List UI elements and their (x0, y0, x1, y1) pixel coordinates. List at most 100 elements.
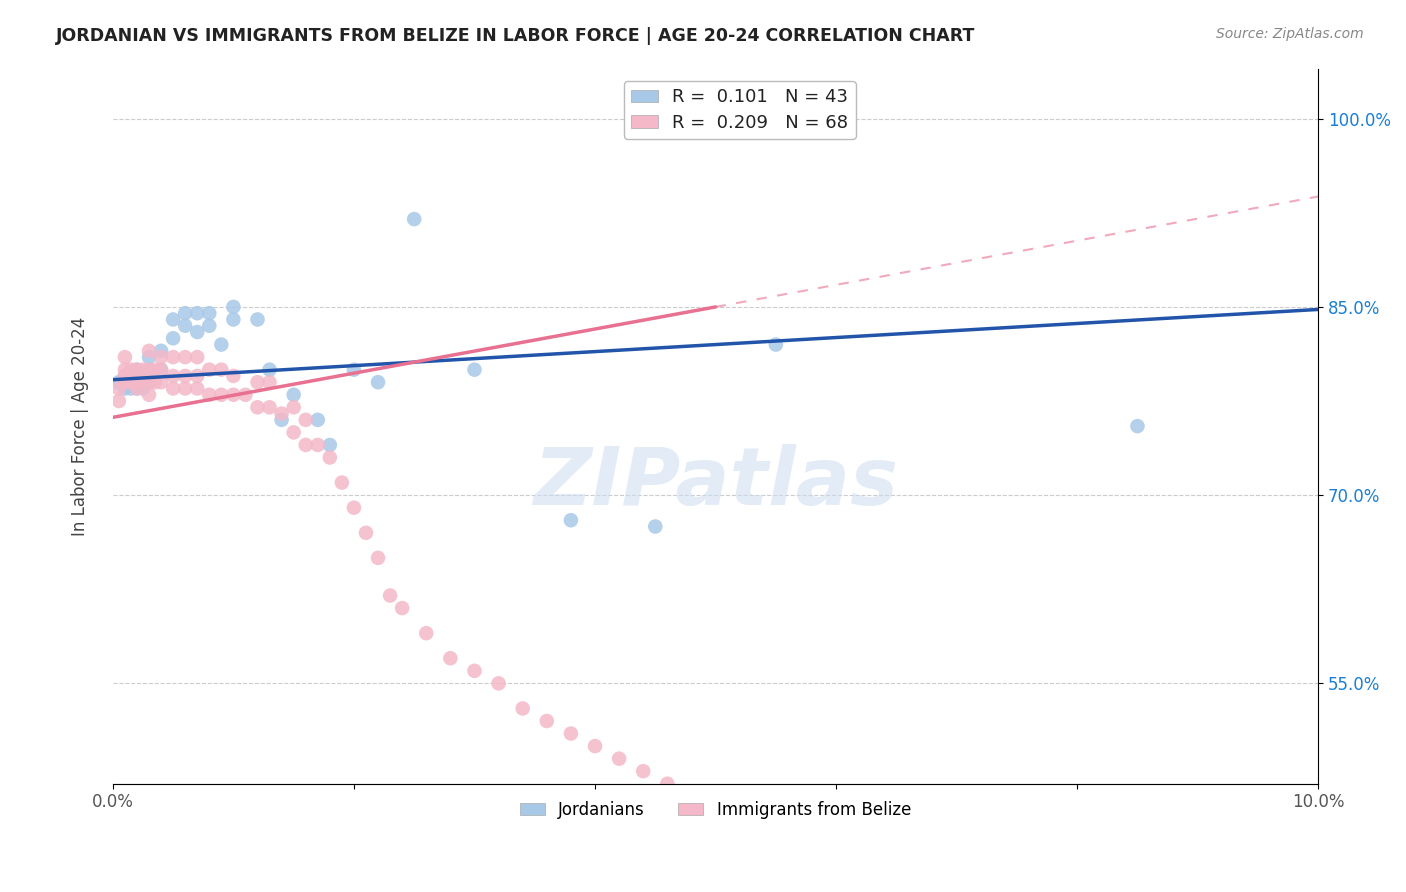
Point (174, 350, 197, 364)
Text: ZIPatlas: ZIPatlas (533, 444, 898, 523)
Point (114, 362, 136, 376)
Point (246, 312, 269, 326)
Legend: Jordanians, Immigrants from Belize: Jordanians, Immigrants from Belize (513, 794, 918, 825)
Point (150, 350, 173, 364)
Point (143, 375, 166, 389)
Point (114, 375, 136, 389)
Point (125, 382, 148, 396)
Point (150, 362, 173, 376)
Point (108, 382, 131, 396)
Point (162, 382, 184, 396)
Point (132, 382, 155, 396)
Point (259, 362, 281, 376)
Point (378, 589, 401, 603)
Point (120, 375, 142, 389)
Point (367, 550, 389, 565)
Point (330, 475, 353, 490)
Point (114, 375, 136, 389)
Point (354, 525, 377, 540)
Point (138, 350, 160, 364)
Point (222, 368, 245, 383)
Point (488, 676, 510, 690)
Point (319, 438, 342, 452)
Point (765, 337, 787, 351)
Point (125, 375, 148, 389)
Point (607, 751, 630, 765)
Point (404, 212, 426, 227)
Point (108, 394, 131, 409)
Point (125, 362, 148, 376)
Text: JORDANIAN VS IMMIGRANTS FROM BELIZE IN LABOR FORCE | AGE 20-24 CORRELATION CHART: JORDANIAN VS IMMIGRANTS FROM BELIZE IN L… (56, 27, 976, 45)
Point (198, 362, 221, 376)
Point (138, 388, 160, 402)
Point (246, 375, 269, 389)
Point (114, 368, 136, 383)
Text: Source: ZipAtlas.com: Source: ZipAtlas.com (1216, 27, 1364, 41)
Point (186, 382, 208, 396)
Point (125, 382, 148, 396)
Point (114, 368, 136, 383)
Point (138, 375, 160, 389)
Point (209, 337, 232, 351)
Point (560, 726, 582, 740)
Point (138, 362, 160, 376)
Point (162, 331, 184, 345)
Point (186, 306, 208, 320)
Point (222, 300, 245, 314)
Point (138, 375, 160, 389)
Point (114, 382, 136, 396)
Point (132, 362, 155, 376)
Point (270, 413, 292, 427)
Point (174, 306, 197, 320)
Point (120, 362, 142, 376)
Point (631, 764, 654, 779)
Point (120, 368, 142, 383)
Point (343, 500, 366, 515)
Point (367, 375, 389, 389)
Point (463, 362, 485, 376)
Point (343, 362, 366, 376)
Point (198, 388, 221, 402)
Point (283, 388, 305, 402)
Point (294, 413, 316, 427)
Point (415, 626, 437, 640)
Point (222, 312, 245, 326)
Point (138, 362, 160, 376)
Point (657, 777, 679, 791)
Point (174, 382, 197, 396)
Point (132, 375, 155, 389)
Point (125, 362, 148, 376)
Point (150, 375, 173, 389)
Point (704, 802, 727, 816)
Point (125, 375, 148, 389)
Point (186, 368, 208, 383)
Point (186, 325, 208, 339)
Point (114, 350, 136, 364)
Point (150, 343, 173, 358)
Point (512, 701, 534, 715)
Point (120, 382, 142, 396)
Point (307, 413, 329, 427)
Point (319, 450, 342, 465)
Point (463, 664, 485, 678)
Point (644, 519, 666, 533)
Point (162, 368, 184, 383)
Point (536, 714, 558, 728)
Point (1126, 419, 1149, 434)
Point (583, 739, 606, 753)
Point (198, 318, 221, 333)
Point (138, 343, 160, 358)
Point (391, 601, 413, 615)
Point (162, 350, 184, 364)
Point (125, 368, 148, 383)
Point (294, 438, 316, 452)
Point (283, 401, 305, 415)
Point (259, 375, 281, 389)
Point (162, 312, 184, 326)
Point (108, 375, 131, 389)
Y-axis label: In Labor Force | Age 20-24: In Labor Force | Age 20-24 (72, 317, 89, 536)
Point (560, 513, 582, 527)
Point (198, 306, 221, 320)
Point (209, 362, 232, 376)
Point (138, 368, 160, 383)
